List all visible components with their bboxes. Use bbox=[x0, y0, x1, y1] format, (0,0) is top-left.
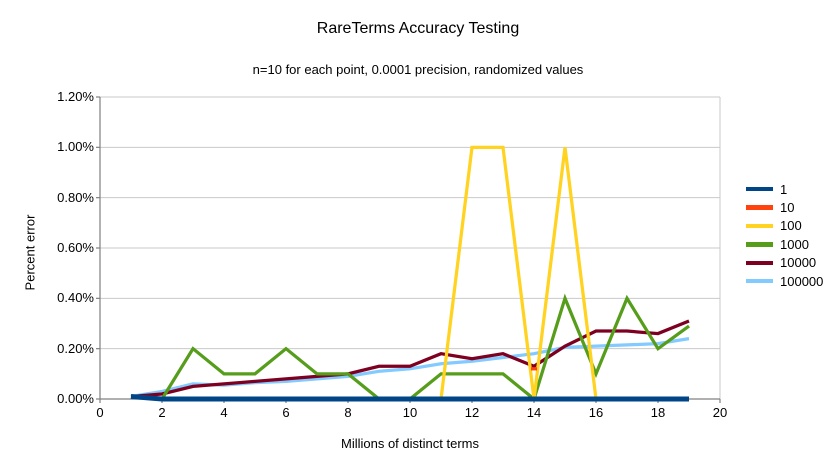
legend-swatch-icon bbox=[746, 205, 773, 210]
legend-item-10000: 10000 bbox=[746, 254, 823, 272]
legend-swatch-icon bbox=[746, 186, 773, 192]
chart-subtitle: n=10 for each point, 0.0001 precision, r… bbox=[252, 62, 584, 77]
x-tick-label: 4 bbox=[220, 405, 228, 420]
x-tick-label: 0 bbox=[96, 405, 104, 420]
legend-item-10: 10 bbox=[746, 198, 823, 216]
legend-item-1: 1 bbox=[746, 180, 823, 198]
x-tick-label: 2 bbox=[158, 405, 166, 420]
legend-swatch-icon bbox=[746, 278, 773, 284]
legend-swatch-icon bbox=[746, 223, 773, 229]
legend-label: 1 bbox=[780, 181, 788, 197]
x-tick-label: 12 bbox=[464, 405, 480, 420]
legend-label: 10 bbox=[780, 200, 795, 216]
legend-label: 100000 bbox=[780, 273, 824, 289]
legend-swatch-icon bbox=[746, 260, 773, 265]
legend-label: 1000 bbox=[780, 236, 809, 252]
y-tick-label: 0.00% bbox=[57, 391, 94, 406]
legend-label: 10000 bbox=[780, 255, 817, 271]
y-tick-label: 0.40% bbox=[57, 290, 94, 306]
chart-title: RareTerms Accuracy Testing bbox=[316, 20, 520, 37]
series-line-1 bbox=[130, 393, 689, 402]
y-tick-label: 0.20% bbox=[57, 340, 94, 356]
x-tick-label: 8 bbox=[344, 405, 352, 420]
series-line-10000 bbox=[130, 319, 690, 399]
legend-item-100: 100 bbox=[746, 217, 823, 235]
series-line-100 bbox=[439, 145, 598, 400]
y-tick-label: 1.00% bbox=[57, 139, 94, 155]
x-tick-label: 6 bbox=[282, 405, 290, 420]
x-tick-label: 16 bbox=[588, 405, 604, 420]
y-tick-label: 0.80% bbox=[57, 189, 94, 205]
legend-item-100000: 100000 bbox=[746, 272, 823, 290]
legend-swatch-icon bbox=[746, 242, 773, 247]
x-axis-title: Millions of distinct terms bbox=[341, 436, 479, 451]
x-tick-label: 14 bbox=[526, 405, 542, 420]
x-tick-label: 18 bbox=[650, 405, 666, 420]
y-tick-label: 0.60% bbox=[57, 240, 94, 255]
y-tick-label: 1.20% bbox=[57, 89, 94, 104]
x-tick-label: 10 bbox=[402, 405, 418, 420]
x-tick-label: 20 bbox=[712, 405, 728, 420]
legend-label: 100 bbox=[780, 218, 802, 234]
legend: 1 10 100 1000 10000 100000 bbox=[746, 180, 823, 290]
legend-item-1000: 1000 bbox=[746, 235, 823, 253]
